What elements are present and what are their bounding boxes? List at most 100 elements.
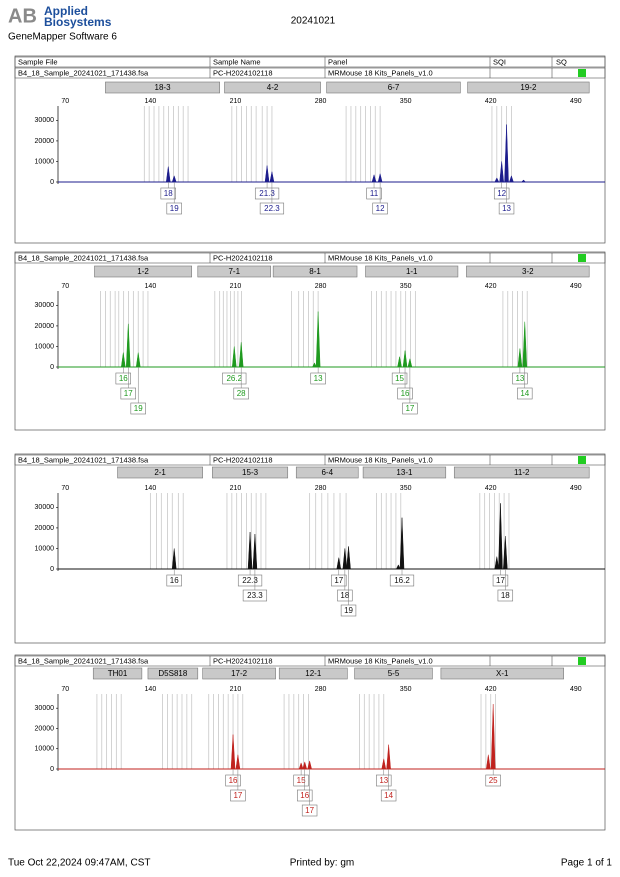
peak (494, 556, 500, 570)
x-tick-label: 140 (145, 686, 157, 693)
allele-label: 17 (124, 389, 133, 398)
allele-label: 23.3 (247, 591, 263, 600)
allele-label: 16 (300, 791, 309, 800)
marker-name: 6-4 (321, 468, 333, 477)
x-tick-label: 140 (145, 283, 157, 290)
marker-bin (92, 667, 143, 680)
x-tick-label: 420 (485, 686, 497, 693)
marker-bin (440, 667, 564, 680)
allele-box (380, 789, 397, 802)
allele-label: 26.2 (226, 374, 242, 383)
marker-bin (197, 265, 272, 278)
allele-box (391, 372, 408, 385)
allele-label: 18 (501, 591, 510, 600)
sizing-quality (578, 254, 586, 262)
marker-bin (147, 667, 199, 680)
marker-name: 12-1 (305, 669, 322, 678)
marker-name: 1-1 (406, 267, 418, 276)
brand: Biosystems (44, 15, 112, 29)
allele-box (233, 387, 249, 400)
allele-label: 16.2 (394, 576, 410, 585)
peak (395, 564, 401, 570)
allele-label: 17 (334, 576, 343, 585)
x-tick-label: 420 (485, 98, 497, 105)
x-tick-label: 350 (400, 283, 412, 290)
allele-box (259, 202, 285, 215)
peak (509, 175, 514, 183)
x-tick-label: 280 (315, 686, 327, 693)
allele-label: 19 (344, 606, 353, 615)
panel-frame (14, 55, 606, 244)
y-tick-label: 30000 (35, 504, 55, 511)
sample-cell: B4_18_Sample_20241021_171438.fsa (18, 455, 149, 464)
sample-cell: PC-H2024102118 (213, 656, 273, 665)
column-header-cell: SQ (556, 57, 567, 66)
allele-label: 18 (164, 189, 173, 198)
y-tick-label: 30000 (35, 302, 55, 309)
allele-label: 16 (170, 576, 179, 585)
marker-name: 19-2 (520, 83, 537, 92)
allele-label: 16 (401, 389, 410, 398)
marker-bin (362, 466, 447, 479)
x-tick-label: 280 (315, 98, 327, 105)
marker-bin (117, 466, 203, 479)
sizing-quality (578, 456, 586, 464)
allele-label: 17 (405, 404, 414, 413)
marker-name: 1-2 (137, 267, 149, 276)
printed-by: Printed by: gm (290, 858, 354, 869)
allele-label: 16 (229, 776, 238, 785)
marker-name: 4-2 (267, 83, 279, 92)
marker-name: 18-3 (155, 83, 172, 92)
allele-box (397, 387, 413, 400)
marker-name: 15-3 (242, 468, 259, 477)
allele-box (222, 372, 247, 385)
y-tick-label: 30000 (35, 117, 55, 124)
marker-bin (272, 265, 358, 278)
allele-label: 14 (384, 791, 393, 800)
allele-label: 17 (496, 576, 505, 585)
marker-bin (105, 81, 220, 94)
panel-frame (14, 251, 606, 431)
x-tick-label: 210 (230, 283, 242, 290)
x-tick-label: 490 (570, 283, 582, 290)
peak (494, 177, 500, 183)
allele-box (293, 774, 309, 787)
allele-box (337, 589, 353, 602)
marker-bin (466, 265, 590, 278)
marker-name: 8-1 (309, 267, 321, 276)
allele-label: 17 (305, 806, 314, 815)
sample-cell: B4_18_Sample_20241021_171438.fsa (18, 656, 149, 665)
marker-bin (354, 667, 433, 680)
allele-box (166, 202, 182, 215)
allele-box (166, 574, 182, 587)
allele-label: 16 (119, 374, 128, 383)
x-tick-label: 70 (61, 686, 69, 693)
panel-frame (14, 654, 606, 831)
sample-row (14, 454, 606, 466)
y-tick-label: 0 (50, 179, 54, 186)
sample-row (14, 67, 606, 79)
allele-box (225, 774, 241, 787)
software: GeneMapper Software 6 (8, 32, 117, 43)
sample-cell: B4_18_Sample_20241021_171438.fsa (18, 68, 149, 77)
peak (486, 754, 491, 770)
marker-name: 13-1 (396, 468, 413, 477)
x-tick-label: 140 (145, 485, 157, 492)
allele-label: 19 (170, 204, 179, 213)
allele-box (242, 589, 268, 602)
sizing-quality (578, 69, 586, 77)
report-date: 20241021 (291, 16, 336, 27)
allele-label: 13 (379, 776, 388, 785)
x-tick-label: 490 (570, 98, 582, 105)
marker-bin (295, 466, 359, 479)
x-tick-label: 420 (485, 283, 497, 290)
page-number: Page 1 of 1 (561, 858, 613, 869)
allele-label: 22.3 (264, 204, 280, 213)
y-tick-label: 20000 (35, 323, 55, 330)
allele-box (310, 372, 326, 385)
allele-box (331, 574, 347, 587)
y-tick-label: 0 (50, 566, 54, 573)
x-tick-label: 280 (315, 283, 327, 290)
allele-label: 17 (233, 791, 242, 800)
